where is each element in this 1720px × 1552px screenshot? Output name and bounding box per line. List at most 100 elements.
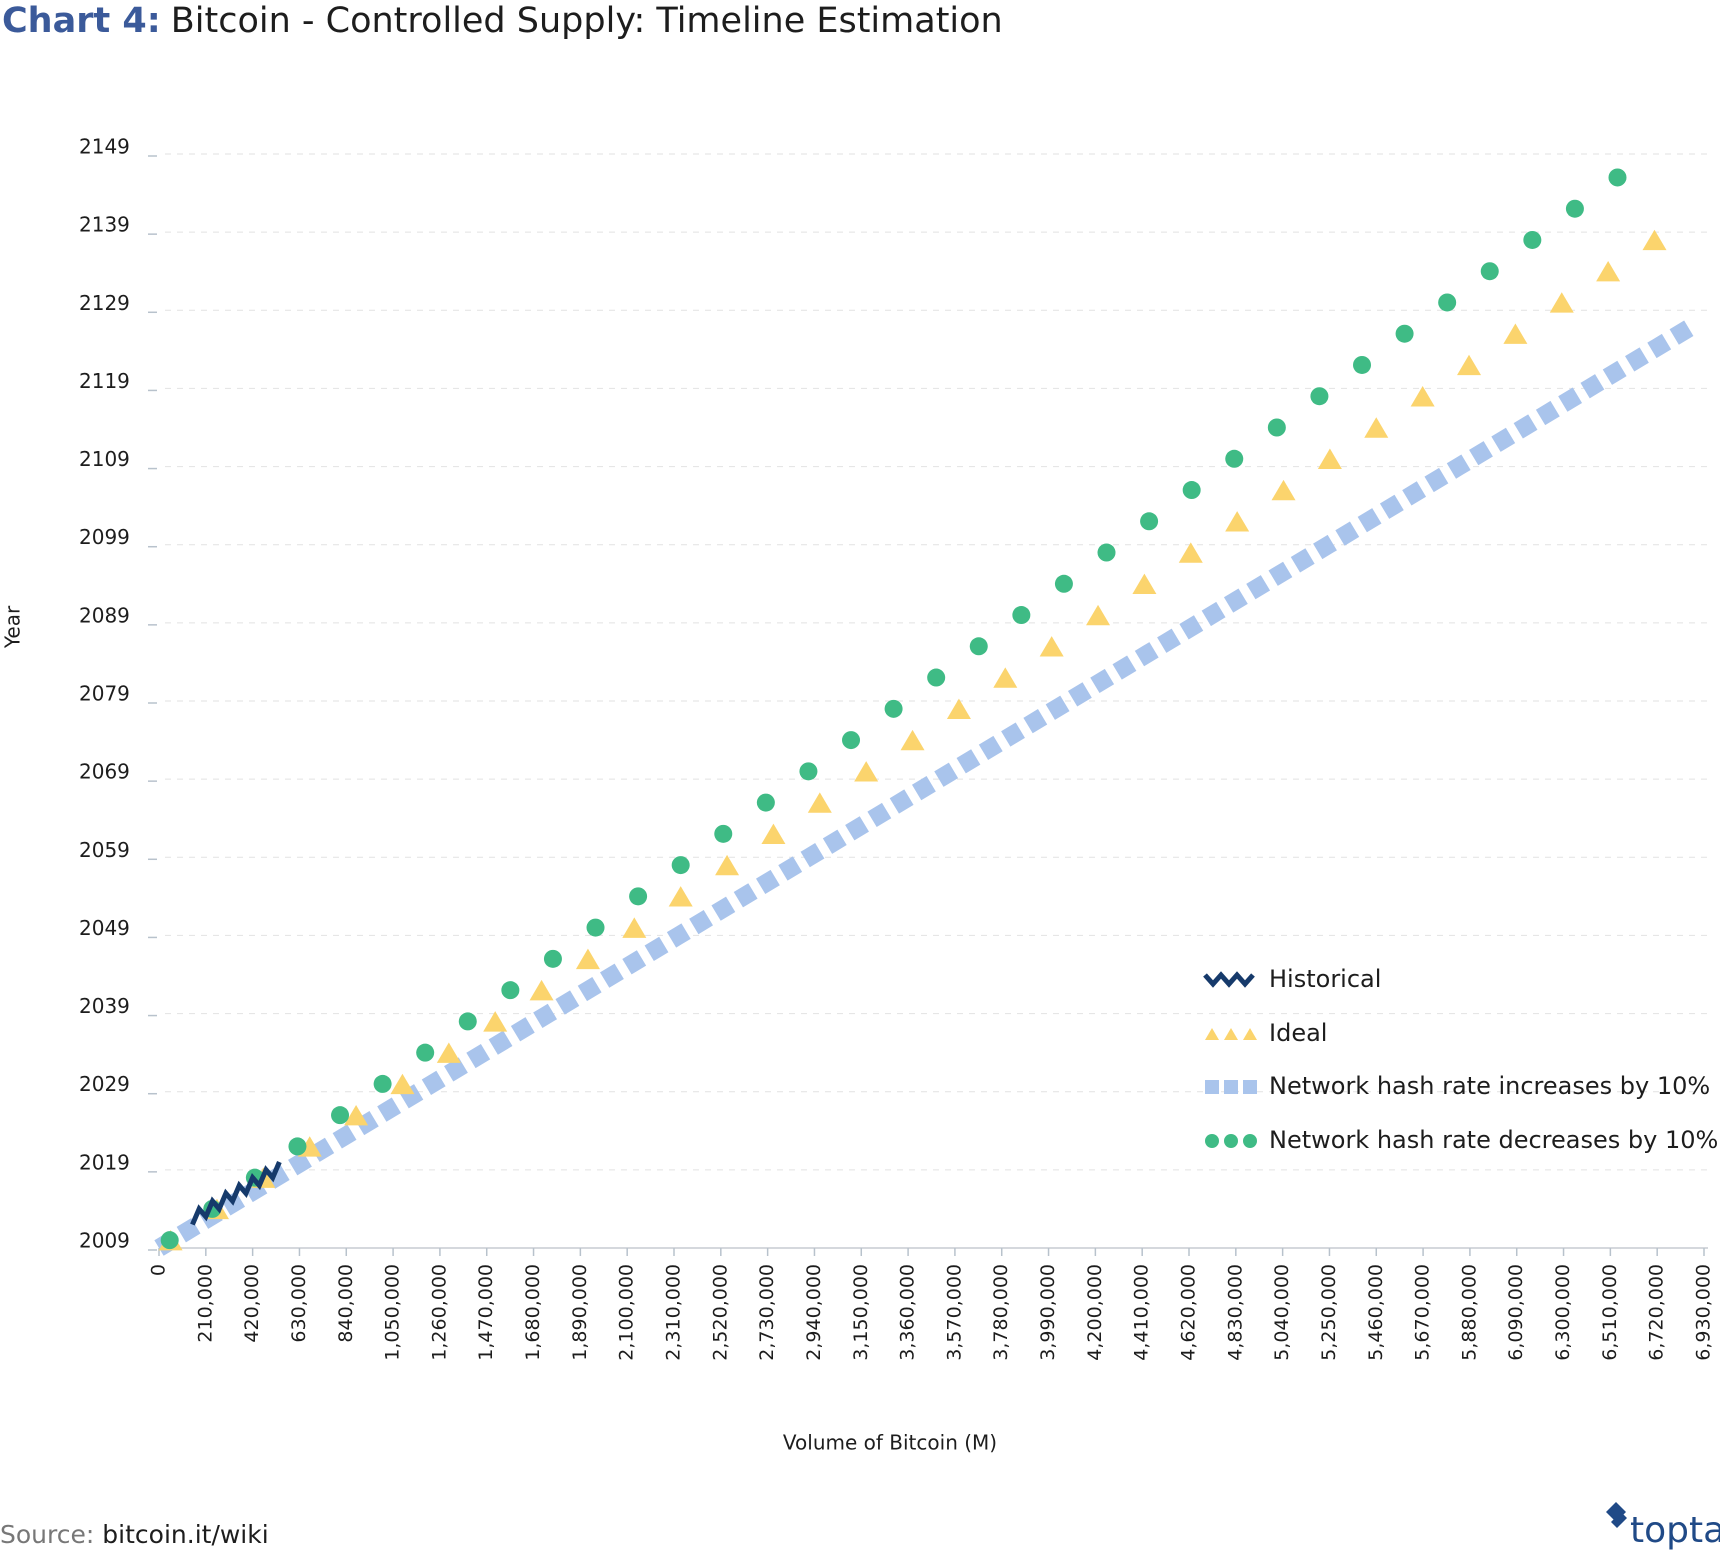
circle-marker	[1565, 199, 1584, 218]
circle-marker	[543, 949, 562, 968]
circle-marker	[1054, 574, 1073, 593]
x-tick-label: 3,360,000	[897, 1264, 919, 1361]
x-tick-label: 4,410,000	[1131, 1264, 1153, 1361]
x-tick-label: 2,520,000	[709, 1264, 731, 1361]
x-tick-label: 6,090,000	[1505, 1264, 1527, 1361]
x-tick-label: 210,000	[194, 1264, 216, 1343]
x-tick-label: 4,830,000	[1224, 1264, 1246, 1361]
legend-symbol	[1205, 1080, 1219, 1094]
legend-symbol	[1224, 1134, 1238, 1148]
y-tick-label: 2149	[79, 135, 130, 159]
legend-label: Network hash rate decreases by 10%	[1269, 1126, 1718, 1154]
legend-label: Network hash rate increases by 10%	[1269, 1072, 1710, 1100]
triangle-marker	[529, 979, 554, 1001]
x-tick-label: 630,000	[288, 1264, 310, 1343]
y-tick-label: 2099	[79, 525, 130, 549]
circle-marker	[1395, 324, 1414, 343]
circle-marker	[586, 918, 605, 937]
legend-symbol	[1224, 1028, 1238, 1040]
x-tick-label: 3,780,000	[990, 1264, 1012, 1361]
triangle-marker	[1317, 448, 1342, 469]
circle-marker	[629, 887, 648, 906]
y-tick-label: 2019	[79, 1150, 130, 1174]
x-tick-label: 1,470,000	[475, 1264, 497, 1361]
x-tick-label: 840,000	[335, 1264, 357, 1343]
triangle-marker	[390, 1073, 415, 1095]
circle-marker	[501, 981, 520, 1000]
legend-symbol	[1243, 1028, 1257, 1040]
x-tick-label: 6,510,000	[1599, 1264, 1621, 1361]
circle-marker	[416, 1043, 435, 1062]
x-tick-label: 3,570,000	[943, 1264, 965, 1361]
circle-marker	[373, 1074, 392, 1093]
legend-item: Ideal	[1205, 1019, 1327, 1047]
triangle-marker	[993, 667, 1018, 688]
circle-marker	[671, 856, 690, 875]
legend-item: Network hash rate increases by 10%	[1205, 1072, 1710, 1100]
source: Source: bitcoin.it/wiki	[0, 1520, 269, 1549]
x-tick-label: 1,260,000	[428, 1264, 450, 1361]
circle-marker	[799, 762, 818, 781]
triangle-marker	[1086, 604, 1111, 626]
triangle-marker	[668, 886, 693, 907]
triangle-marker	[807, 792, 832, 813]
circle-marker	[1012, 606, 1031, 625]
y-tick-label: 2059	[79, 838, 130, 862]
triangle-marker	[1225, 511, 1250, 532]
x-tick-label: 2,100,000	[616, 1264, 638, 1361]
y-tick-label: 2119	[79, 369, 130, 393]
triangle-marker	[1503, 323, 1528, 344]
triangle-marker	[1271, 479, 1296, 501]
y-tick-label: 2129	[79, 291, 130, 315]
x-tick-label: 3,150,000	[850, 1264, 872, 1361]
x-tick-label: 1,050,000	[382, 1264, 404, 1361]
circle-marker	[969, 637, 988, 656]
logo-icon	[1606, 1502, 1627, 1528]
triangle-marker	[1457, 354, 1482, 376]
series-line	[154, 318, 1698, 1256]
y-tick-label: 2029	[79, 1072, 130, 1096]
legend-symbol	[1243, 1134, 1257, 1148]
circle-marker	[1353, 355, 1372, 374]
x-tick-label: 5,040,000	[1271, 1264, 1293, 1361]
legend-label: Ideal	[1269, 1019, 1327, 1047]
triangle-marker	[344, 1104, 369, 1126]
x-tick-label: 6,720,000	[1646, 1264, 1668, 1361]
y-tick-label: 2089	[79, 603, 130, 627]
x-tick-label: 2,310,000	[663, 1264, 685, 1361]
triangle-marker	[715, 854, 740, 876]
triangle-marker	[946, 698, 971, 720]
triangle-marker	[1410, 386, 1435, 407]
triangle-marker	[761, 823, 786, 845]
legend-symbol	[1224, 1080, 1238, 1094]
triangle-marker	[1596, 261, 1621, 282]
triangle-marker	[436, 1042, 461, 1063]
legend-item: Historical	[1203, 965, 1381, 993]
circle-marker	[1140, 512, 1159, 531]
y-axis-title: Year	[1, 605, 25, 649]
x-tick-label: 5,880,000	[1458, 1264, 1480, 1361]
triangle-marker	[1364, 417, 1389, 438]
x-tick-label: 420,000	[241, 1264, 263, 1343]
x-tick-label: 5,670,000	[1412, 1264, 1434, 1361]
title-text: Bitcoin - Controlled Supply: Timeline Es…	[171, 1, 1003, 41]
y-tick-label: 2079	[79, 682, 130, 706]
y-tick-label: 2039	[79, 994, 130, 1018]
legend-label: Historical	[1269, 965, 1381, 993]
triangle-marker	[575, 948, 600, 970]
source-label: Source:	[0, 1520, 94, 1549]
circle-marker	[842, 731, 861, 750]
logo: toptal	[1630, 1510, 1720, 1551]
legend-symbol	[1205, 1028, 1219, 1040]
triangle-marker	[1178, 542, 1203, 563]
y-tick-label: 2049	[79, 916, 130, 940]
triangle-marker	[1549, 292, 1574, 313]
x-tick-label: 0	[148, 1264, 170, 1276]
triangle-marker	[1642, 229, 1667, 251]
circle-marker	[1523, 230, 1542, 249]
series-line	[190, 1161, 282, 1226]
circle-marker	[160, 1231, 179, 1250]
circle-marker	[927, 668, 946, 687]
x-axis-title: Volume of Bitcoin (M)	[783, 1431, 997, 1455]
